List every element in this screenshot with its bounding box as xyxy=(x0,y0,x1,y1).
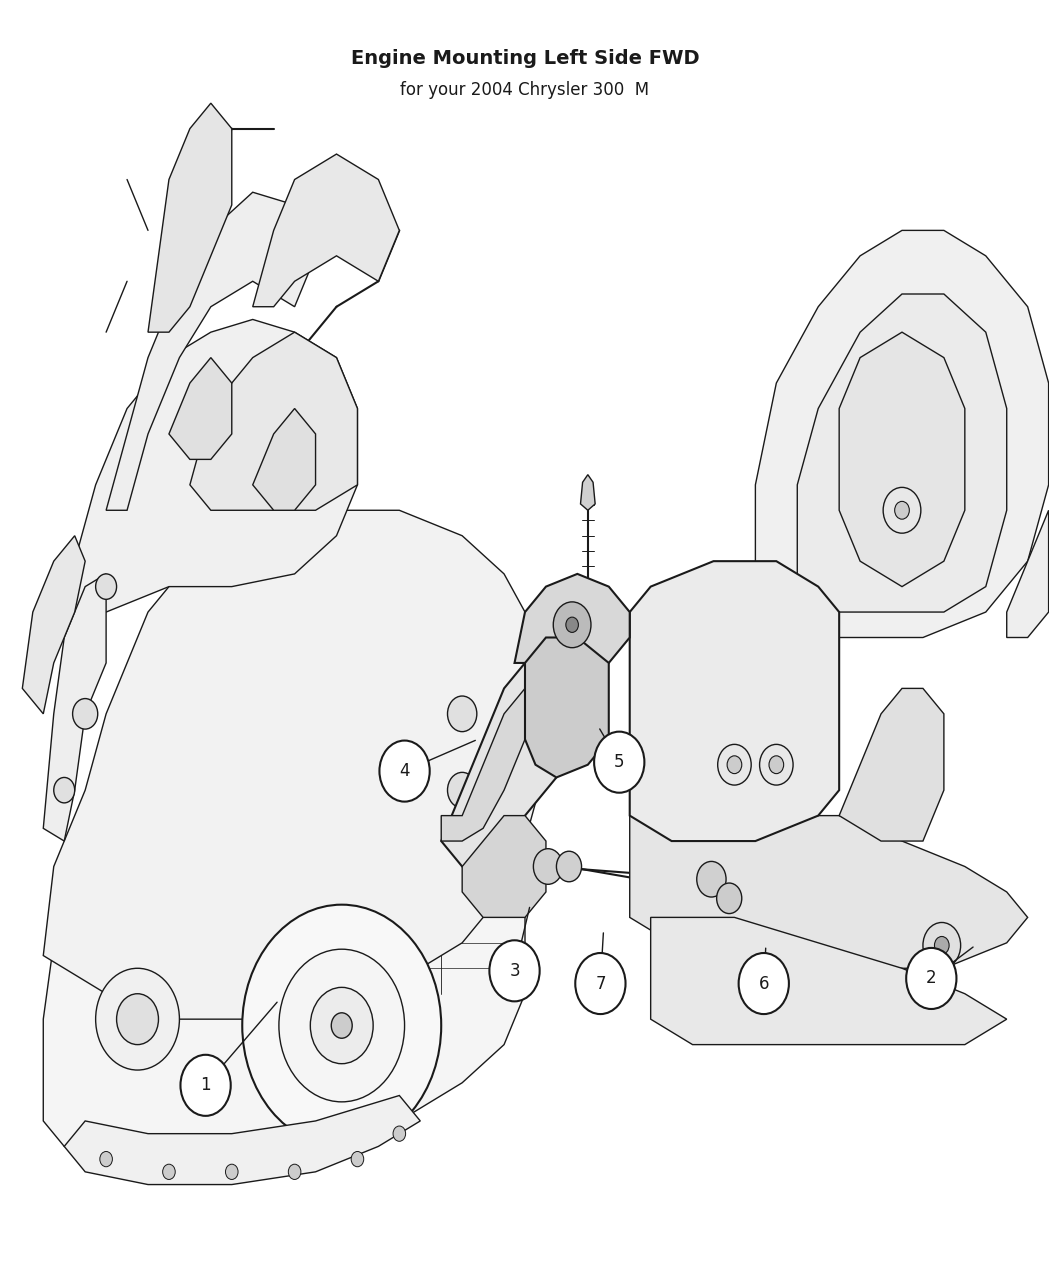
Circle shape xyxy=(489,940,540,1001)
Polygon shape xyxy=(190,333,357,510)
Polygon shape xyxy=(839,333,965,586)
Circle shape xyxy=(279,949,404,1102)
Circle shape xyxy=(533,849,563,885)
Circle shape xyxy=(738,952,789,1014)
Polygon shape xyxy=(525,638,609,778)
Circle shape xyxy=(447,773,477,808)
Circle shape xyxy=(393,1126,405,1141)
Circle shape xyxy=(163,1164,175,1179)
Polygon shape xyxy=(755,231,1049,638)
Text: for your 2004 Chrysler 300  M: for your 2004 Chrysler 300 M xyxy=(400,82,650,99)
Circle shape xyxy=(718,745,751,785)
Polygon shape xyxy=(43,854,525,1159)
Circle shape xyxy=(483,867,504,892)
Circle shape xyxy=(470,852,517,908)
Polygon shape xyxy=(1007,510,1049,638)
Circle shape xyxy=(553,602,591,648)
Circle shape xyxy=(575,952,626,1014)
Circle shape xyxy=(934,936,949,954)
Circle shape xyxy=(117,993,159,1044)
Circle shape xyxy=(54,778,75,803)
Text: 5: 5 xyxy=(614,754,625,771)
Polygon shape xyxy=(651,918,1007,1044)
Polygon shape xyxy=(839,688,944,842)
Polygon shape xyxy=(22,536,85,714)
Text: 7: 7 xyxy=(595,974,606,992)
Circle shape xyxy=(379,741,429,802)
Polygon shape xyxy=(441,688,525,842)
Circle shape xyxy=(181,1054,231,1116)
Polygon shape xyxy=(253,408,316,510)
Circle shape xyxy=(226,1164,238,1179)
Circle shape xyxy=(923,923,961,968)
Circle shape xyxy=(906,947,957,1009)
Text: 2: 2 xyxy=(926,969,937,987)
Polygon shape xyxy=(797,295,1007,612)
Circle shape xyxy=(697,862,726,898)
Text: 6: 6 xyxy=(758,974,769,992)
Circle shape xyxy=(566,617,579,632)
Circle shape xyxy=(447,696,477,732)
Polygon shape xyxy=(630,816,1028,968)
Circle shape xyxy=(594,732,645,793)
Circle shape xyxy=(96,574,117,599)
Polygon shape xyxy=(43,510,546,1019)
Circle shape xyxy=(72,699,98,729)
Text: 4: 4 xyxy=(399,762,410,780)
Circle shape xyxy=(243,905,441,1146)
Circle shape xyxy=(727,756,741,774)
Polygon shape xyxy=(64,320,357,638)
Circle shape xyxy=(895,501,909,519)
Polygon shape xyxy=(441,638,588,867)
Circle shape xyxy=(289,1164,301,1179)
Polygon shape xyxy=(106,193,316,510)
Circle shape xyxy=(717,884,741,914)
Circle shape xyxy=(769,756,783,774)
Polygon shape xyxy=(64,1095,420,1184)
Text: Engine Mounting Left Side FWD: Engine Mounting Left Side FWD xyxy=(351,50,699,68)
Polygon shape xyxy=(148,103,232,333)
Polygon shape xyxy=(43,574,106,842)
Circle shape xyxy=(556,852,582,882)
Polygon shape xyxy=(514,574,630,676)
Polygon shape xyxy=(462,816,546,918)
Circle shape xyxy=(351,1151,363,1167)
Circle shape xyxy=(96,968,180,1070)
Circle shape xyxy=(883,487,921,533)
Text: 1: 1 xyxy=(201,1076,211,1094)
Polygon shape xyxy=(253,154,399,307)
Circle shape xyxy=(311,987,373,1063)
Circle shape xyxy=(759,745,793,785)
Polygon shape xyxy=(630,561,839,842)
Circle shape xyxy=(331,1012,352,1038)
Polygon shape xyxy=(169,357,232,459)
Text: 3: 3 xyxy=(509,961,520,979)
Circle shape xyxy=(100,1151,112,1167)
Polygon shape xyxy=(581,474,595,510)
